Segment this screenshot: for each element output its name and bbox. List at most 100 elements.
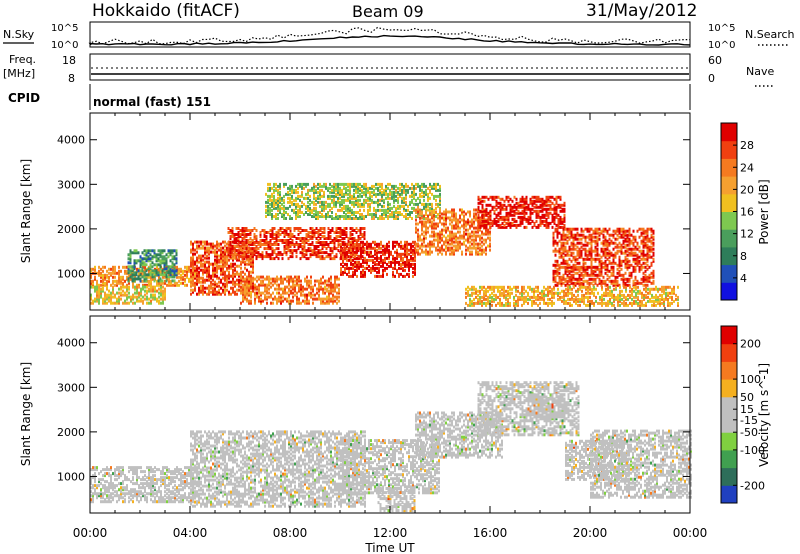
- heatmap-cell: [596, 241, 599, 245]
- heatmap-cell: [429, 240, 431, 244]
- heatmap-cell: [330, 291, 332, 295]
- heatmap-cell: [385, 208, 387, 212]
- heatmap-cell: [248, 285, 250, 289]
- heatmap-cell: [243, 229, 246, 232]
- heatmap-cell: [318, 279, 320, 283]
- heatmap-cell: [333, 237, 336, 240]
- heatmap-cell: [385, 213, 387, 216]
- heatmap-cell: [402, 252, 404, 256]
- heatmap-cell: [319, 251, 322, 255]
- heatmap-cell: [98, 295, 100, 299]
- heatmap-cell: [129, 257, 132, 261]
- heatmap-cell: [543, 215, 546, 219]
- heatmap-cell: [245, 227, 248, 230]
- heatmap-cell: [364, 250, 366, 254]
- heatmap-cell: [443, 212, 445, 216]
- heatmap-cell: [358, 256, 360, 260]
- heatmap-cell: [291, 243, 294, 246]
- heatmap-cell: [562, 247, 565, 251]
- heatmap-cell: [562, 273, 565, 277]
- heatmap-cell: [158, 281, 160, 285]
- heatmap-cell: [513, 195, 516, 199]
- heatmap-cell: [377, 192, 379, 196]
- heatmap-cell: [230, 286, 232, 290]
- heatmap-cell: [296, 291, 298, 295]
- heatmap-cell: [192, 262, 194, 266]
- heatmap-cell: [256, 275, 258, 279]
- heatmap-cell: [174, 283, 176, 287]
- heatmap-cell: [127, 269, 130, 273]
- heatmap-cell: [487, 215, 490, 219]
- heatmap-cell: [395, 206, 397, 210]
- heatmap-cell: [126, 287, 128, 291]
- heatmap-cell: [423, 217, 425, 220]
- heatmap-cell: [238, 264, 240, 268]
- heatmap-cell: [200, 256, 202, 260]
- heatmap-cell: [383, 188, 385, 192]
- heatmap-cell: [253, 253, 256, 257]
- heatmap-cell: [427, 216, 429, 220]
- heatmap-cell: [485, 230, 487, 234]
- heatmap-cell: [357, 245, 360, 248]
- heatmap-cell: [216, 282, 218, 286]
- heatmap-cell: [455, 226, 457, 230]
- heatmap-cell: [263, 247, 266, 251]
- heatmap-cell: [106, 295, 108, 299]
- heatmap-cell: [588, 265, 591, 269]
- heatmap-cell: [435, 206, 437, 210]
- heatmap-cell: [423, 236, 425, 240]
- heatmap-cell: [411, 190, 413, 194]
- heatmap-cell: [489, 225, 492, 229]
- heatmap-cell: [160, 283, 162, 287]
- heatmap-cell: [100, 291, 102, 295]
- heatmap-cell: [423, 182, 425, 186]
- heatmap-cell: [208, 284, 210, 288]
- heatmap-cell: [237, 249, 240, 253]
- heatmap-cell: [475, 214, 477, 218]
- heatmap-cell: [228, 274, 230, 278]
- heatmap-cell: [394, 266, 396, 270]
- heatmap-cell: [129, 249, 132, 253]
- heatmap-cell: [192, 248, 194, 252]
- heatmap-cell: [92, 281, 94, 285]
- heatmap-cell: [282, 277, 284, 281]
- heatmap-cell: [242, 270, 244, 274]
- heatmap-cell: [431, 210, 433, 214]
- heatmap-cell: [507, 199, 510, 203]
- heatmap-cell: [159, 267, 162, 271]
- heatmap-cell: [263, 241, 266, 244]
- heatmap-cell: [298, 283, 300, 287]
- heatmap-cell: [561, 219, 564, 223]
- heatmap-cell: [408, 266, 410, 270]
- heatmap-cell: [277, 202, 279, 206]
- heatmap-cell: [465, 222, 467, 226]
- heatmap-cell: [262, 299, 264, 303]
- heatmap-cell: [414, 264, 416, 268]
- heatmap-cell: [210, 290, 212, 294]
- heatmap-cell: [188, 267, 190, 271]
- heatmap-cell: [407, 190, 409, 194]
- heatmap-cell: [139, 269, 142, 273]
- heatmap-cell: [210, 242, 212, 246]
- heatmap-cell: [277, 208, 279, 212]
- heatmap-cell: [240, 260, 242, 264]
- heatmap-cell: [264, 283, 266, 287]
- heatmap-cell: [439, 236, 441, 240]
- heatmap-cell: [467, 218, 469, 222]
- heatmap-cell: [359, 215, 361, 218]
- heatmap-cell: [265, 208, 267, 212]
- heatmap-cell: [214, 292, 216, 296]
- heatmap-cell: [313, 202, 315, 206]
- heatmap-cell: [459, 208, 461, 212]
- heatmap-cell: [305, 211, 307, 214]
- heatmap-cell: [566, 273, 569, 277]
- heatmap-cell: [423, 222, 425, 226]
- heatmap-cell: [141, 259, 144, 263]
- heatmap-cell: [537, 215, 540, 219]
- heatmap-cell: [405, 200, 407, 204]
- heatmap-cell: [354, 270, 356, 274]
- heatmap-cell: [232, 264, 234, 268]
- heatmap-cell: [369, 213, 371, 216]
- heatmap-cell: [323, 208, 325, 212]
- heatmap-cell: [479, 199, 482, 203]
